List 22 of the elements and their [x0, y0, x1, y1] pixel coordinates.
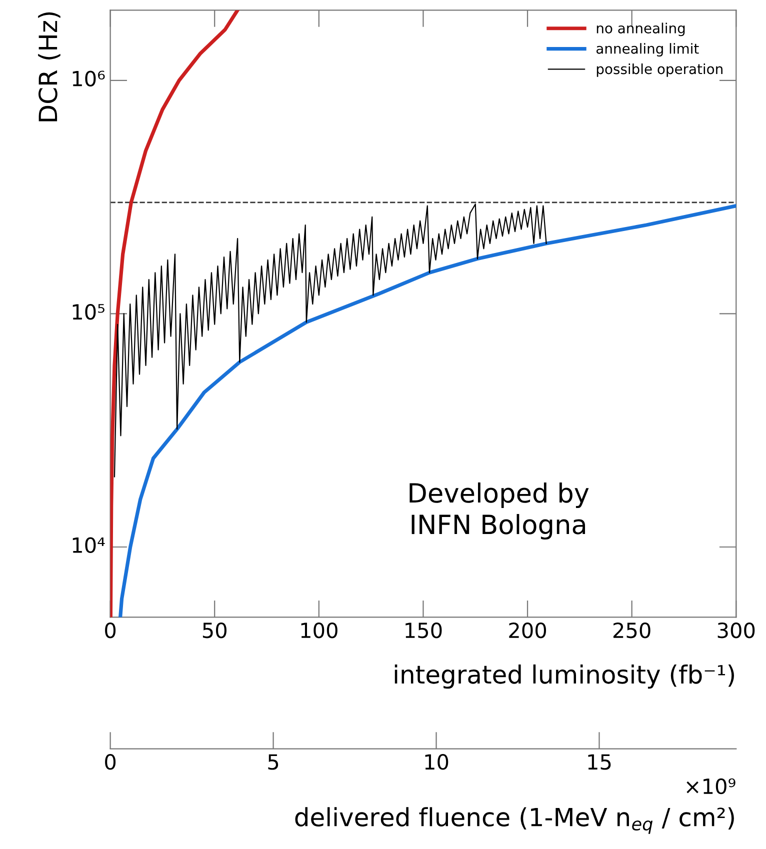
legend-label: annealing limit: [596, 43, 699, 57]
legend-label: no annealing: [596, 22, 685, 36]
y-tick-label: 10⁶: [72, 70, 105, 86]
x-tick-label: 250: [613, 622, 650, 638]
y-axis-title: DCR (Hz): [38, 12, 60, 122]
x-tick-label: 50: [202, 622, 226, 638]
x-tick-label: 200: [509, 622, 546, 638]
x-tick-label: 150: [406, 622, 442, 638]
x-tick-label: 300: [718, 622, 755, 638]
legend-label: possible operation: [596, 63, 722, 77]
x-tick-label: 0: [105, 622, 116, 638]
x2-tick-label: 10: [425, 754, 448, 770]
x2-tick-label: 5: [268, 754, 278, 770]
annotation: Developed by INFN Bologna: [410, 482, 589, 540]
x2-tick-label: 0: [105, 754, 116, 770]
y-tick-label: 10⁵: [72, 304, 104, 320]
x2-axis-title: delivered fluence (1-MeV n$_{eq}$ / cm²): [295, 807, 734, 834]
y-tick-label: 10⁴: [72, 537, 105, 554]
x-tick-label: 100: [301, 622, 338, 638]
x2-tick-label: 15: [588, 754, 611, 770]
text: ×10⁹: [686, 778, 736, 794]
x-axis-title: integrated luminosity (fb⁻¹): [394, 664, 734, 689]
